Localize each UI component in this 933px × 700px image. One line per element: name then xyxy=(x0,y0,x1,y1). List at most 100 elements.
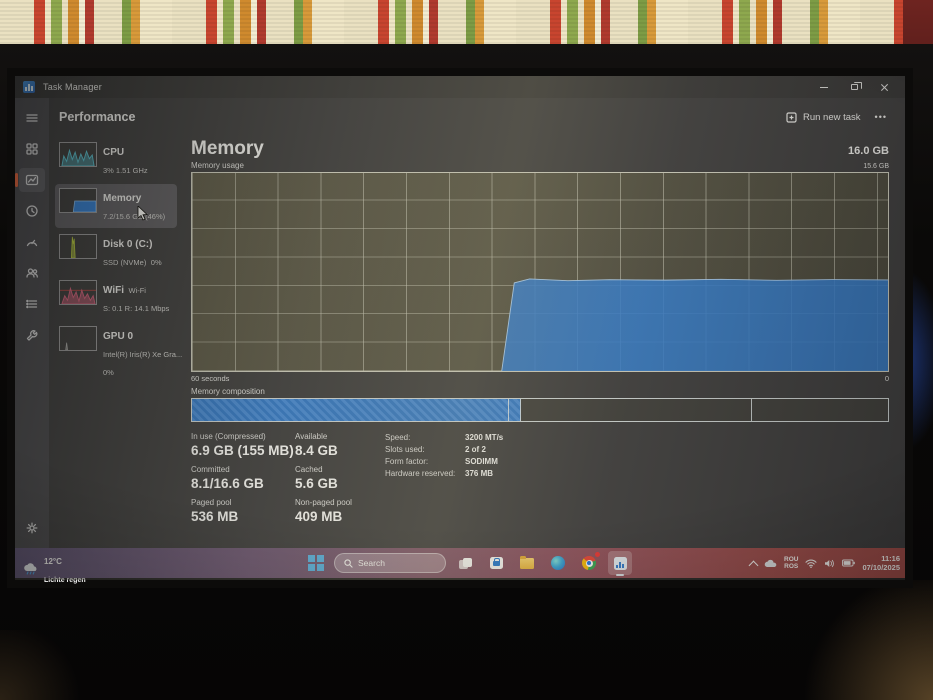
performance-sidebar: CPU 3% 1.51 GHz Memory 7.2/15.6 GB (46%) xyxy=(49,136,182,548)
chrome-browser-icon[interactable] xyxy=(577,551,601,575)
onedrive-cloud-icon[interactable] xyxy=(764,559,777,568)
cpu-mini-graph xyxy=(59,142,97,167)
maximize-button[interactable] xyxy=(839,76,869,98)
weather-temp: 12°C xyxy=(44,557,62,566)
volume-icon[interactable] xyxy=(824,559,835,568)
taskbar: 12°C Lichte regen Search xyxy=(15,548,905,584)
memory-composition-bar[interactable] xyxy=(191,398,889,422)
task-manager-app-icon xyxy=(23,81,35,93)
sidebar-item-performance[interactable] xyxy=(15,168,45,192)
sidebar-item-cpu[interactable]: CPU 3% 1.51 GHz xyxy=(55,138,177,182)
cpu-subtitle: 3% 1.51 GHz xyxy=(103,166,148,175)
close-icon xyxy=(880,83,889,92)
memory-composition-segment-free xyxy=(752,399,888,421)
clock[interactable]: 11:16 07/10/2025 xyxy=(862,554,900,572)
stat-label: Non-paged pool xyxy=(295,498,352,507)
memory-subtitle: 7.2/15.6 GB (46%) xyxy=(103,212,166,221)
close-button[interactable] xyxy=(869,76,899,98)
tray-overflow-chevron-icon[interactable] xyxy=(749,559,757,567)
gpu-mini-graph xyxy=(59,326,97,351)
wifi-status-icon[interactable] xyxy=(805,559,818,568)
battery-icon[interactable] xyxy=(842,559,856,567)
page-title: Performance xyxy=(59,110,136,124)
timeline-right-label: 0 xyxy=(884,374,889,383)
start-button[interactable] xyxy=(305,552,327,574)
search-placeholder: Search xyxy=(358,558,385,568)
detail-label: Speed: xyxy=(385,433,411,442)
memory-title: Memory xyxy=(103,193,142,204)
stat-label: Available xyxy=(295,432,328,441)
memory-stats: In use (Compressed) 6.9 GB (155 MB) Availa… xyxy=(191,432,371,529)
stat-label: In use (Compressed) xyxy=(191,432,266,441)
language-top: ROU xyxy=(784,555,799,563)
stat-label: Committed xyxy=(191,465,230,474)
sidebar-item-gpu[interactable]: GPU 0 Intel(R) Iris(R) Xe Gra... 0% xyxy=(55,322,182,384)
stat-value: 5.6 GB xyxy=(295,476,338,491)
system-tray: ROU ROS 11:16 07/10/2025 xyxy=(749,548,900,578)
minimize-button[interactable] xyxy=(809,76,839,98)
stat-value: 409 MB xyxy=(295,509,343,524)
stat-paged-pool: Paged pool 536 MB xyxy=(191,498,295,529)
task-manager-window: Task Manager xyxy=(15,76,905,548)
wifi-title: WiFi xyxy=(103,285,125,296)
edge-browser-icon[interactable] xyxy=(546,551,570,575)
sidebar-item-startup-apps[interactable] xyxy=(19,230,45,254)
sidebar-item-memory[interactable]: Memory 7.2/15.6 GB (46%) xyxy=(55,184,177,228)
detail-value: 376 MB xyxy=(465,469,494,478)
table-surface xyxy=(793,580,933,700)
stat-cached: Cached 5.6 GB xyxy=(295,465,371,496)
stat-value: 8.4 GB xyxy=(295,443,338,458)
language-bottom: ROS xyxy=(784,563,799,570)
tray-date: 07/10/2025 xyxy=(862,563,900,572)
file-explorer-icon[interactable] xyxy=(515,551,539,575)
window-title: Task Manager xyxy=(43,82,102,92)
memory-composition-segment-in-use xyxy=(192,399,510,421)
chrome-notification-badge xyxy=(595,552,600,557)
menu-icon[interactable] xyxy=(19,106,45,130)
nav-rail xyxy=(15,98,49,548)
wifi-mini-graph xyxy=(59,280,97,305)
wifi-subtitle: Wi-Fi xyxy=(128,286,146,295)
sidebar-item-disk[interactable]: Disk 0 (C:) SSD (NVMe) 0% xyxy=(55,230,177,274)
sidebar-item-details[interactable] xyxy=(19,292,45,316)
memory-composition-segment-standby xyxy=(521,399,753,421)
stat-non-paged-pool: Non-paged pool 409 MB xyxy=(295,498,371,529)
disk-subtitle2: 0% xyxy=(150,258,162,267)
memory-mini-graph xyxy=(59,188,97,213)
stat-label: Cached xyxy=(295,465,323,474)
stat-value: 6.9 GB (155 MB) xyxy=(191,443,294,458)
detail-label: Form factor: xyxy=(385,457,429,466)
sidebar-item-users[interactable] xyxy=(19,261,45,285)
sidebar-item-wifi[interactable]: WiFi Wi-Fi S: 0.1 R: 14.1 Mbps xyxy=(55,276,177,320)
sidebar-item-app-history[interactable] xyxy=(19,199,45,223)
search-icon xyxy=(344,558,353,568)
tray-time: 11:16 xyxy=(881,554,900,563)
memory-usage-chart xyxy=(191,172,889,372)
run-new-task-button[interactable]: Run new task xyxy=(786,112,861,123)
stat-available: Available 8.4 GB xyxy=(295,432,371,463)
mouse-cursor xyxy=(137,206,148,221)
table-surface-left xyxy=(0,630,90,700)
stat-label: Paged pool xyxy=(191,498,232,507)
stat-value: 536 MB xyxy=(191,509,239,524)
gpu-title: GPU 0 xyxy=(103,331,134,342)
wifi-subtitle2: S: 0.1 R: 14.1 Mbps xyxy=(103,304,170,313)
search-input[interactable]: Search xyxy=(334,553,446,573)
sidebar-item-services[interactable] xyxy=(19,323,45,347)
memory-capacity: 16.0 GB xyxy=(848,145,889,157)
titlebar[interactable]: Task Manager xyxy=(15,76,905,98)
microsoft-store-icon[interactable] xyxy=(484,551,508,575)
weather-widget[interactable]: 12°C Lichte regen xyxy=(23,551,86,587)
detail-value: SODIMM xyxy=(465,457,498,466)
settings-gear-icon[interactable] xyxy=(19,516,45,540)
new-task-icon xyxy=(786,111,797,123)
memory-hardware-details: Speed: 3200 MT/s Slots used: 2 of 2 Form fac… xyxy=(385,433,503,529)
sidebar-item-processes[interactable] xyxy=(19,137,45,161)
laptop-screen: Task Manager xyxy=(15,76,905,584)
task-manager-taskbar-icon[interactable] xyxy=(608,551,632,576)
more-options-button[interactable]: ••• xyxy=(871,110,891,124)
disk-subtitle: SSD (NVMe) xyxy=(103,258,147,267)
language-indicator[interactable]: ROU ROS xyxy=(784,556,798,571)
task-view-button[interactable] xyxy=(453,551,477,575)
